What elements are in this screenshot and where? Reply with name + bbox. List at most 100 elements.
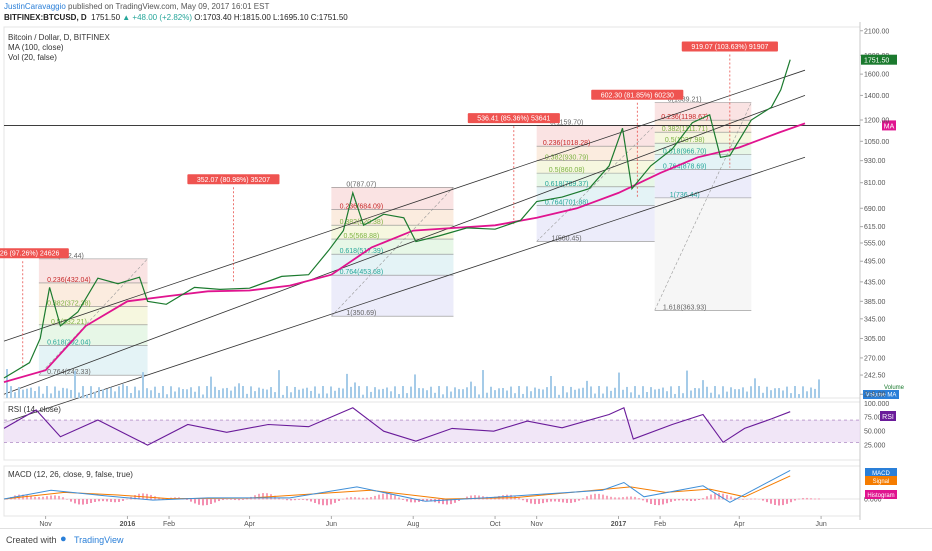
fib-level-label: 0.618(966.70) xyxy=(663,148,707,155)
price-tick-label: 2100.00 xyxy=(864,28,889,35)
volume-bar xyxy=(622,389,624,398)
volume-bar xyxy=(682,393,684,398)
macd-histogram-bar xyxy=(450,499,452,505)
volume-bar xyxy=(670,386,672,398)
macd-histogram-bar xyxy=(398,497,400,500)
ohlc-values: O:1703.40 H:1815.00 L:1695.10 C:1751.50 xyxy=(194,13,348,22)
volume-bar xyxy=(714,386,716,398)
vol-legend: Vol (20, false) xyxy=(8,53,57,62)
volume-bar xyxy=(518,386,520,398)
volume-bar xyxy=(270,387,272,398)
author-link[interactable]: JustinCaravaggio xyxy=(4,2,66,11)
volume-bar xyxy=(426,390,428,398)
macd-histogram-bar xyxy=(810,498,812,500)
x-tick-label: Jun xyxy=(815,521,826,528)
volume-bar xyxy=(686,370,688,398)
volume-bar xyxy=(42,393,44,398)
footer: Created with ● TradingView xyxy=(0,528,932,551)
macd-histogram-bar xyxy=(762,499,764,501)
fib-zone xyxy=(654,169,752,198)
macd-tag: Histogram xyxy=(867,493,894,499)
volume-bar xyxy=(498,388,500,398)
tradingview-link[interactable]: TradingView xyxy=(74,535,124,545)
chart-svg[interactable]: 0(502.44) 0.236(432.04) 0.382(372.38) 0.5(3… xyxy=(0,0,932,528)
macd-histogram-bar xyxy=(46,496,48,500)
macd-histogram-bar xyxy=(658,499,660,506)
price-tick-label: 1600.00 xyxy=(864,72,889,79)
rsi-line xyxy=(3,407,791,446)
measure-label: 602.30 (81.85%) 60230 xyxy=(601,92,674,99)
macd-histogram-bar xyxy=(330,499,332,505)
volume-bar xyxy=(246,393,248,398)
volume-bar xyxy=(174,391,176,398)
fib-level-label: 0.5(332.21) xyxy=(51,319,87,326)
macd-histogram-bar xyxy=(346,497,348,500)
volume-bar xyxy=(362,394,364,398)
macd-histogram-bar xyxy=(290,499,292,501)
price-tick-label: 435.00 xyxy=(864,279,886,286)
macd-histogram-bar xyxy=(350,497,352,500)
fib-level-label: 1(350.69) xyxy=(346,310,376,317)
volume-bar xyxy=(522,393,524,398)
macd-histogram-bar xyxy=(282,498,284,500)
volume-bar xyxy=(710,392,712,398)
last-price: 1751.50 xyxy=(91,13,121,22)
publish-info: published on TradingView.com, May 09, 20… xyxy=(68,2,270,11)
macd-histogram-bar xyxy=(522,499,524,501)
volume-bar xyxy=(62,387,64,398)
ma-legend: MA (100, close) xyxy=(8,43,64,52)
macd-histogram-bar xyxy=(818,498,820,500)
macd-histogram-bar xyxy=(646,499,648,503)
macd-histogram-bar xyxy=(442,499,444,505)
volume-bar xyxy=(566,392,568,398)
fib-zone xyxy=(536,160,655,174)
fib-zone xyxy=(654,120,752,133)
macd-histogram-bar xyxy=(446,499,448,505)
macd-histogram-bar xyxy=(742,499,744,500)
volume-bar xyxy=(678,386,680,398)
volume-bar xyxy=(550,376,552,398)
macd-histogram-bar xyxy=(654,499,656,506)
volume-bar xyxy=(146,388,148,398)
volume-bar xyxy=(814,388,816,398)
volume-bar xyxy=(166,394,168,398)
price-tick-label: 305.00 xyxy=(864,336,886,343)
macd-histogram-bar xyxy=(710,494,712,500)
volume-bar xyxy=(486,392,488,398)
price-tick-label: 215.00 xyxy=(864,392,886,399)
volume-bar xyxy=(150,390,152,398)
rsi-legend: RSI (14, close) xyxy=(8,405,61,414)
macd-histogram-bar xyxy=(314,499,316,503)
price-tick-label: 1050.00 xyxy=(864,139,889,146)
volume-bar xyxy=(86,394,88,398)
volume-bar xyxy=(630,392,632,398)
volume-bar xyxy=(722,386,724,398)
macd-histogram-bar xyxy=(678,499,680,501)
macd-histogram-bar xyxy=(674,499,676,501)
macd-histogram-bar xyxy=(562,499,564,503)
macd-histogram-bar xyxy=(730,496,732,500)
measure-label: 246.26 (97.26%) 24626 xyxy=(0,251,59,258)
macd-histogram-bar xyxy=(414,499,416,503)
volume-bar xyxy=(326,393,328,398)
macd-histogram-bar xyxy=(234,499,236,501)
x-tick-label: Feb xyxy=(163,521,175,528)
fib-trend-line xyxy=(654,102,752,311)
macd-histogram-bar xyxy=(790,499,792,503)
ma-100-line xyxy=(3,122,806,383)
macd-histogram-bar xyxy=(374,495,376,500)
macd-histogram-bar xyxy=(814,498,816,500)
macd-histogram-bar xyxy=(754,498,756,500)
macd-histogram-bar xyxy=(26,495,28,500)
volume-ma-tag-box xyxy=(863,390,899,399)
macd-histogram-bar xyxy=(362,497,364,500)
volume-bar xyxy=(594,393,596,398)
macd-histogram-bar xyxy=(642,499,644,501)
volume-bar xyxy=(690,390,692,398)
volume-bar xyxy=(106,388,108,398)
volume-bar xyxy=(14,392,16,398)
volume-bar xyxy=(818,379,820,398)
x-tick-label: Feb xyxy=(654,521,666,528)
volume-bar xyxy=(562,386,564,398)
fib-level-label: 0.236(1018.28) xyxy=(543,140,590,147)
